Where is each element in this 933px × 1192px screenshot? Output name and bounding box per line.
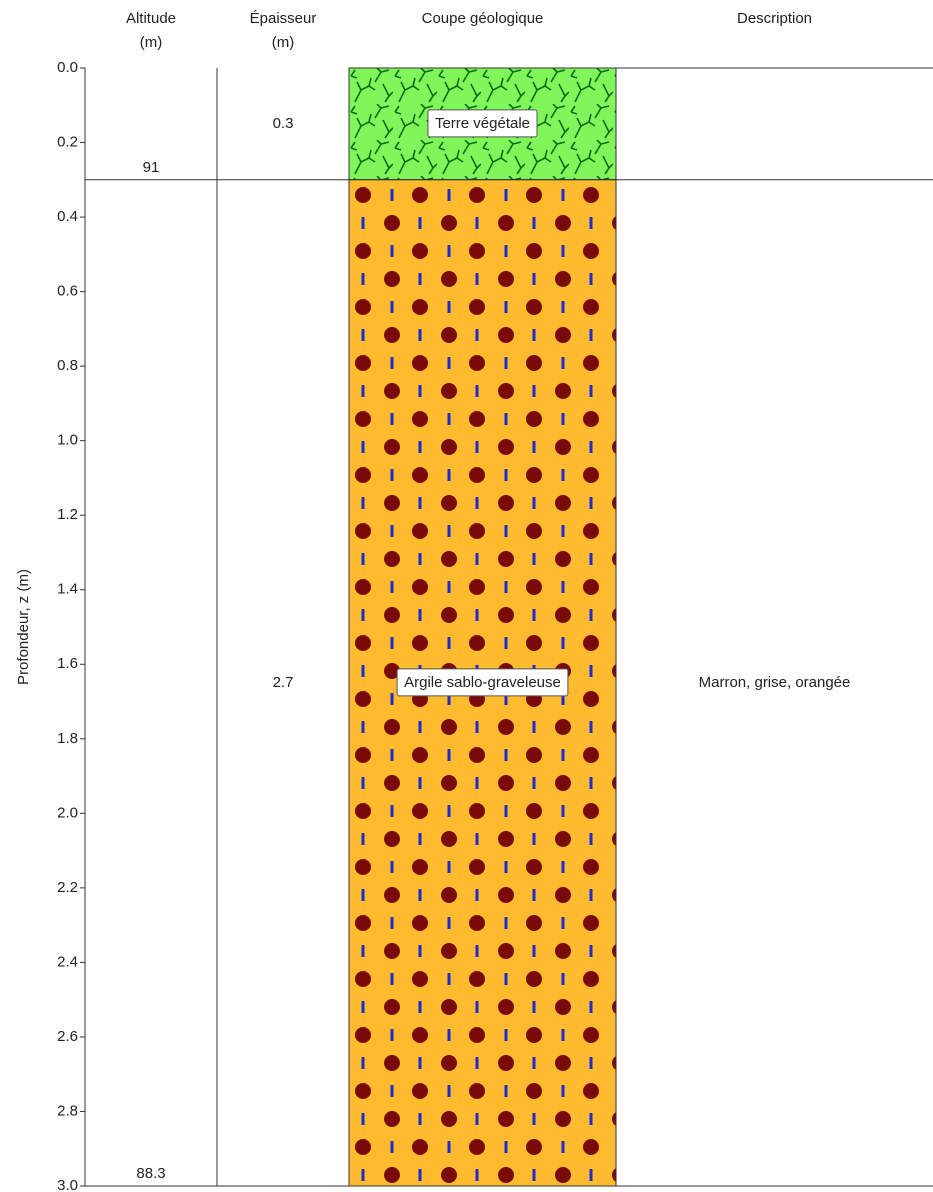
y-tick-label: 2.0 bbox=[57, 804, 78, 821]
y-tick-label: 0.0 bbox=[57, 59, 78, 76]
altitude-label: 88.3 bbox=[136, 1165, 165, 1182]
thickness-label: 2.7 bbox=[273, 674, 294, 691]
altitude-label: 91 bbox=[143, 159, 160, 176]
layer-name-box bbox=[427, 109, 538, 138]
column-header: Coupe géologique bbox=[422, 10, 544, 27]
layer-name-box bbox=[396, 668, 569, 697]
y-tick-label: 1.6 bbox=[57, 655, 78, 672]
y-tick-label: 0.2 bbox=[57, 134, 78, 151]
y-tick-label: 1.4 bbox=[57, 581, 78, 598]
layer-name: Terre végétale bbox=[435, 115, 530, 132]
y-axis-label: Profondeur, z (m) bbox=[15, 569, 32, 685]
y-tick-label: 2.8 bbox=[57, 1102, 78, 1119]
column-header: Épaisseur bbox=[250, 10, 317, 27]
y-tick-label: 1.0 bbox=[57, 432, 78, 449]
layer-description: Marron, grise, orangée bbox=[699, 674, 851, 691]
y-tick-label: 0.6 bbox=[57, 283, 78, 300]
y-tick-label: 2.6 bbox=[57, 1028, 78, 1045]
y-tick-label: 2.2 bbox=[57, 879, 78, 896]
column-header: Altitude bbox=[126, 10, 176, 27]
y-tick-label: 1.2 bbox=[57, 506, 78, 523]
column-header: Description bbox=[737, 10, 812, 27]
y-tick-label: 2.4 bbox=[57, 953, 78, 970]
y-tick-label: 0.4 bbox=[57, 208, 78, 225]
thickness-label: 0.3 bbox=[273, 115, 294, 132]
layer-name: Argile sablo-graveleuse bbox=[404, 674, 561, 691]
y-tick-label: 3.0 bbox=[57, 1177, 78, 1192]
y-tick-label: 0.8 bbox=[57, 357, 78, 374]
y-tick-label: 1.8 bbox=[57, 730, 78, 747]
column-header: (m) bbox=[272, 34, 295, 51]
column-header: (m) bbox=[140, 34, 163, 51]
